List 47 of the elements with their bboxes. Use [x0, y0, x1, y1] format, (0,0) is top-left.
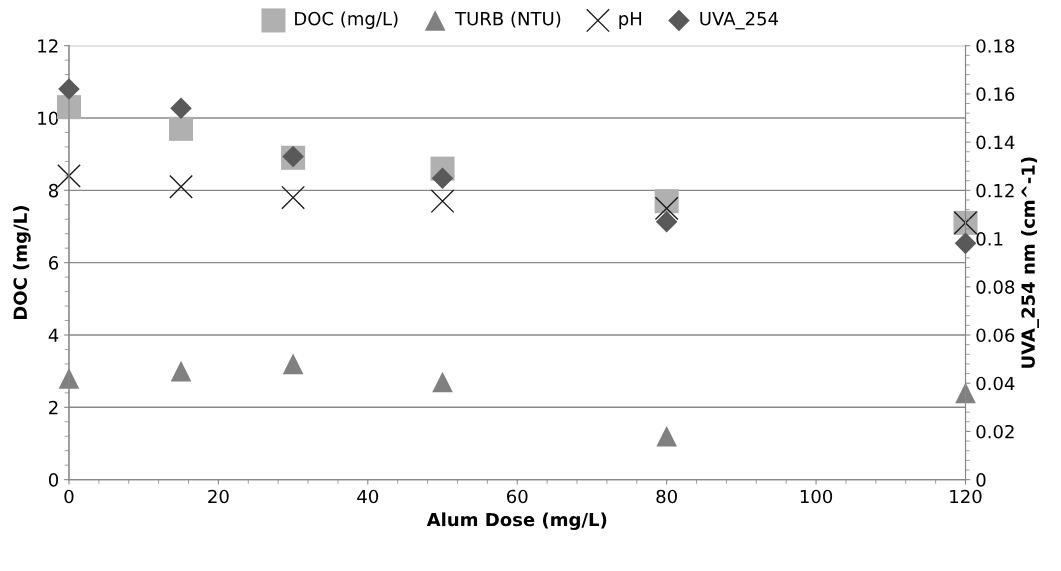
point: [169, 174, 193, 199]
y-tick-label: 4: [48, 328, 59, 342]
y-tick-label: 0: [48, 473, 59, 487]
legend-label: TURB (NTU): [455, 11, 561, 28]
point: [655, 210, 678, 233]
y-tick-label: 8: [48, 183, 59, 198]
x-tick-label: 80: [656, 489, 677, 504]
legend-label: UVA_254: [700, 11, 779, 30]
y-tick-label: 10: [38, 111, 59, 126]
point: [954, 232, 977, 255]
point: [654, 196, 679, 221]
point: [57, 163, 81, 188]
x-axis-title: Alum Dose (mg/L): [426, 512, 607, 531]
y2-tick-label: 0.08: [976, 280, 1015, 294]
x-tick-label: 40: [357, 489, 379, 504]
y2-tick-label: 0.06: [976, 328, 1015, 343]
y2-tick-label: 0.14: [976, 135, 1015, 150]
point: [282, 353, 304, 375]
legend-label: DOC (mg/L): [295, 11, 398, 29]
y2-tick-label: 0.1: [976, 232, 1003, 246]
y2-tick-label: 0.18: [976, 39, 1015, 53]
point: [169, 116, 194, 141]
point: [430, 189, 455, 214]
point: [656, 425, 677, 447]
point: [432, 371, 453, 393]
x-tick-label: 120: [950, 489, 982, 504]
x-tick-label: 60: [507, 489, 528, 504]
x-tick-label: 100: [800, 489, 833, 504]
x-tick-label: 20: [208, 489, 229, 504]
y2-tick-label: 0.16: [976, 87, 1015, 102]
y-tick-label: 12: [38, 39, 58, 53]
point: [170, 97, 192, 120]
legend-label: pH: [619, 12, 642, 29]
y-tick-label: 2: [49, 400, 58, 415]
point: [281, 185, 305, 210]
x-tick-label: 0: [64, 489, 74, 504]
y2-axis-title: UVA_254 nm (cm^-1): [1020, 157, 1039, 368]
point: [431, 167, 454, 190]
y2-tick-label: 0.02: [976, 424, 1014, 439]
y-axis-title: DOC (mg/L): [13, 206, 31, 320]
y-tick-label: 6: [49, 256, 59, 270]
point: [58, 78, 80, 100]
point: [170, 360, 192, 382]
point: [56, 95, 81, 120]
y2-tick-label: 0.04: [976, 376, 1015, 391]
y2-tick-label: 0: [976, 473, 986, 487]
y2-tick-label: 0.12: [976, 183, 1014, 198]
